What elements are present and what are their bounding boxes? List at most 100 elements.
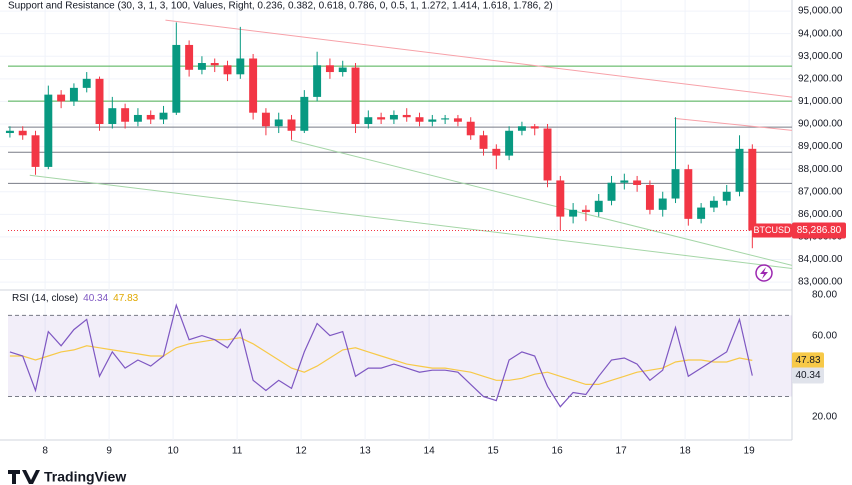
candle-body xyxy=(415,117,424,122)
symbol-label: BTCUSD xyxy=(753,225,791,235)
x-tick-label: 16 xyxy=(552,446,564,457)
candle xyxy=(633,175,642,192)
trend-line xyxy=(674,117,793,131)
symbol-tag xyxy=(752,223,792,238)
value-tag-label: 47.83 xyxy=(795,355,820,366)
candle xyxy=(325,58,334,79)
candle xyxy=(453,114,462,127)
candle-body xyxy=(261,112,270,127)
candle-body xyxy=(69,87,78,102)
candle-body xyxy=(607,182,616,201)
y-tick-label: 86,000.00 xyxy=(798,209,843,220)
brand-logo xyxy=(8,470,40,484)
y-tick-label: 80.00 xyxy=(812,290,837,301)
candle xyxy=(709,196,718,213)
candle xyxy=(261,108,270,136)
y-tick-label: 83,000.00 xyxy=(798,277,843,288)
candle xyxy=(658,191,667,217)
y-tick-label: 94,000.00 xyxy=(798,28,843,39)
trend-line xyxy=(29,174,793,270)
candle-body xyxy=(300,96,309,131)
x-tick-label: 13 xyxy=(360,446,372,457)
brand-name: TradingView xyxy=(44,469,126,485)
candle-body xyxy=(223,65,232,75)
y-tick-label: 88,000.00 xyxy=(798,164,843,175)
candle-body xyxy=(287,119,296,131)
candle xyxy=(735,135,744,197)
candle xyxy=(185,40,194,77)
rsi-header: RSI (14, close) 40.34 47.83 xyxy=(12,293,139,304)
candle-body xyxy=(479,135,488,149)
plot: 83,000.0084,000.0085,000.0086,000.0087,0… xyxy=(0,0,846,457)
y-tick-label: 87,000.00 xyxy=(798,186,843,197)
candle-body xyxy=(569,209,578,217)
candle xyxy=(274,112,283,134)
x-tick-label: 15 xyxy=(488,446,500,457)
trend-line xyxy=(290,139,793,266)
x-tick-label: 14 xyxy=(424,446,436,457)
candle-body xyxy=(197,63,206,70)
candle-body xyxy=(133,114,142,122)
value-tag xyxy=(792,367,824,384)
y-tick-label: 89,000.00 xyxy=(798,141,843,152)
candle xyxy=(684,164,693,226)
candle-body xyxy=(364,117,373,124)
candle xyxy=(479,130,488,156)
candle xyxy=(31,130,40,175)
rsi-line xyxy=(9,303,753,408)
candle xyxy=(517,121,526,136)
candle-body xyxy=(249,58,258,113)
candle xyxy=(172,22,181,115)
candle xyxy=(645,180,654,215)
price-tag-label: 85,286.80 xyxy=(797,225,842,236)
y-tick-label: 20.00 xyxy=(812,411,837,422)
candle xyxy=(313,51,322,102)
value-tag xyxy=(792,352,824,369)
y-tick-label: 91,000.00 xyxy=(798,96,843,107)
candle xyxy=(133,108,142,127)
candle xyxy=(620,173,629,190)
candle-body xyxy=(44,94,53,167)
candle-body xyxy=(492,148,501,156)
candle-body xyxy=(581,209,590,213)
candle-body xyxy=(543,128,552,181)
candle xyxy=(197,56,206,75)
candle-body xyxy=(325,65,334,73)
candle xyxy=(389,110,398,124)
candle xyxy=(492,144,501,170)
candle xyxy=(351,63,360,134)
y-tick-label: 90,000.00 xyxy=(798,119,843,130)
candle-body xyxy=(18,130,27,136)
candle xyxy=(338,60,347,77)
candle xyxy=(530,123,539,136)
candle-body xyxy=(159,112,168,120)
candle-body xyxy=(402,114,411,118)
rsi-title: RSI (14, close) xyxy=(12,293,78,304)
candle xyxy=(377,112,386,124)
alert-icon[interactable] xyxy=(755,264,773,282)
candle-body xyxy=(57,94,66,102)
candle xyxy=(415,112,424,127)
candle-body xyxy=(172,44,181,113)
candle xyxy=(249,53,258,120)
candle-body xyxy=(466,121,475,136)
candle-body xyxy=(313,65,322,97)
y-tick-label: 93,000.00 xyxy=(798,51,843,62)
value-tag-label: 40.34 xyxy=(795,370,820,381)
x-tick-label: 17 xyxy=(616,446,628,457)
trend-line xyxy=(165,19,793,98)
candle-body xyxy=(633,180,642,185)
candle xyxy=(364,110,373,129)
candle-body xyxy=(684,169,693,219)
alert-bolt xyxy=(760,267,768,279)
candle-body xyxy=(351,67,360,124)
rsi-value: 40.34 xyxy=(83,293,108,304)
candle-body xyxy=(645,184,654,210)
y-tick-label: 84,000.00 xyxy=(798,254,843,265)
candle xyxy=(466,117,475,140)
rsi-band-fill xyxy=(8,315,792,397)
candle xyxy=(236,26,245,79)
candle xyxy=(441,114,450,124)
candle xyxy=(121,103,130,129)
candle-body xyxy=(620,180,629,183)
